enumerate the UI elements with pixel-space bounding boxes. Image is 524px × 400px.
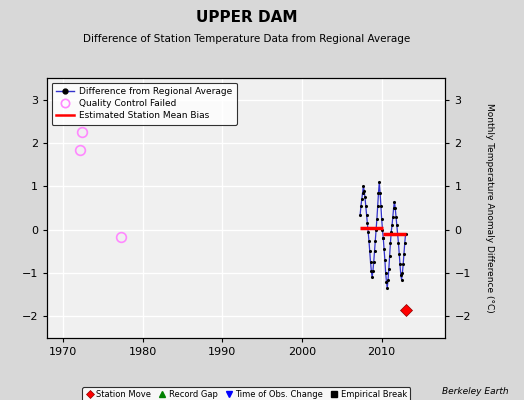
Point xyxy=(397,272,405,278)
Text: Difference of Station Temperature Data from Regional Average: Difference of Station Temperature Data f… xyxy=(83,34,410,44)
Point xyxy=(371,237,379,244)
Point xyxy=(374,190,383,196)
Point xyxy=(389,214,397,220)
Point xyxy=(366,259,375,265)
Point xyxy=(388,222,396,228)
Legend: Station Move, Record Gap, Time of Obs. Change, Empirical Break: Station Move, Record Gap, Time of Obs. C… xyxy=(82,387,410,400)
Point xyxy=(400,250,408,257)
Point xyxy=(367,268,376,274)
Point xyxy=(394,231,402,237)
Point xyxy=(395,250,403,257)
Point xyxy=(362,203,370,209)
Point xyxy=(364,229,373,235)
Point xyxy=(368,274,376,280)
Point xyxy=(386,252,394,259)
Point xyxy=(359,183,367,190)
Point xyxy=(379,235,387,242)
Point xyxy=(380,246,388,252)
Point xyxy=(397,276,406,283)
Point xyxy=(357,196,366,202)
Point xyxy=(377,216,386,222)
Point xyxy=(378,226,387,233)
Point xyxy=(360,188,368,194)
Point xyxy=(398,270,407,276)
Point xyxy=(385,266,393,272)
Point xyxy=(379,235,387,242)
Point xyxy=(366,248,374,254)
Point xyxy=(383,278,391,285)
Point xyxy=(380,257,389,263)
Point xyxy=(376,190,384,196)
Point xyxy=(363,220,372,226)
Point xyxy=(363,211,371,218)
Point xyxy=(396,261,404,268)
Point xyxy=(374,203,382,209)
Point xyxy=(377,203,385,209)
Y-axis label: Monthly Temperature Anomaly Difference (°C): Monthly Temperature Anomaly Difference (… xyxy=(485,103,494,313)
Point xyxy=(373,216,381,222)
Point xyxy=(369,268,377,274)
Point xyxy=(383,285,391,291)
Point xyxy=(381,270,390,276)
Text: UPPER DAM: UPPER DAM xyxy=(195,10,297,25)
Point xyxy=(372,226,380,233)
Point xyxy=(357,203,365,209)
Point xyxy=(384,276,392,283)
Point xyxy=(394,240,402,246)
Point xyxy=(358,190,367,196)
Point xyxy=(386,240,395,246)
Point xyxy=(392,222,401,228)
Point xyxy=(375,179,384,185)
Point xyxy=(370,248,379,254)
Point xyxy=(361,194,369,200)
Point xyxy=(369,259,378,265)
Point xyxy=(399,261,407,268)
Point xyxy=(356,211,364,218)
Point xyxy=(389,205,398,211)
Point xyxy=(401,231,410,237)
Point xyxy=(387,229,396,235)
Text: Berkeley Earth: Berkeley Earth xyxy=(442,387,508,396)
Point xyxy=(390,198,399,205)
Point xyxy=(391,205,399,211)
Point xyxy=(365,237,373,244)
Point xyxy=(392,214,400,220)
Point xyxy=(400,240,409,246)
